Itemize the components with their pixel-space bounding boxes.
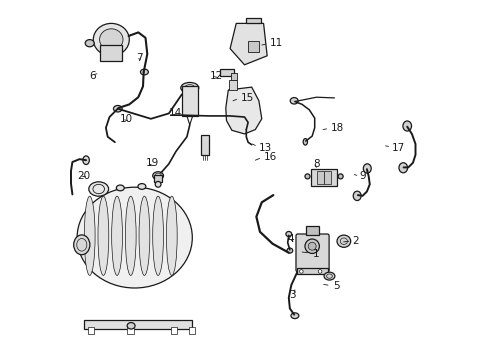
Text: 1: 1: [312, 249, 319, 259]
Ellipse shape: [111, 196, 122, 275]
Ellipse shape: [139, 196, 149, 275]
Ellipse shape: [286, 248, 292, 253]
Ellipse shape: [85, 40, 94, 47]
Ellipse shape: [152, 172, 163, 180]
Ellipse shape: [402, 121, 411, 131]
Ellipse shape: [289, 98, 298, 104]
Ellipse shape: [352, 191, 361, 201]
Bar: [127, 327, 134, 334]
Text: 8: 8: [312, 159, 319, 169]
Bar: [170, 327, 177, 334]
Ellipse shape: [181, 82, 199, 93]
Ellipse shape: [89, 182, 108, 196]
Ellipse shape: [336, 235, 350, 247]
Ellipse shape: [318, 270, 321, 273]
Text: 17: 17: [390, 143, 404, 153]
Bar: [247, 41, 258, 52]
Bar: [317, 171, 323, 184]
Text: 4: 4: [287, 234, 294, 244]
Text: 12: 12: [210, 71, 223, 81]
Ellipse shape: [77, 187, 192, 288]
Text: 19: 19: [146, 158, 159, 168]
Ellipse shape: [74, 235, 90, 255]
Ellipse shape: [290, 313, 298, 319]
Ellipse shape: [127, 323, 135, 329]
Bar: [188, 327, 195, 334]
Bar: [88, 327, 94, 334]
Ellipse shape: [398, 163, 407, 173]
Text: 9: 9: [359, 171, 366, 181]
Bar: [201, 135, 208, 155]
Ellipse shape: [138, 184, 145, 189]
Ellipse shape: [116, 185, 124, 191]
Text: 15: 15: [241, 93, 254, 103]
Ellipse shape: [140, 69, 148, 75]
Ellipse shape: [303, 139, 307, 145]
Ellipse shape: [125, 196, 136, 275]
Text: 16: 16: [264, 152, 277, 162]
Bar: [296, 268, 327, 274]
Text: 7: 7: [136, 53, 143, 63]
Text: 10: 10: [120, 114, 133, 124]
Polygon shape: [230, 23, 266, 65]
FancyBboxPatch shape: [295, 234, 328, 272]
Polygon shape: [225, 87, 261, 134]
Ellipse shape: [305, 239, 319, 253]
Bar: [310, 169, 336, 186]
Bar: [84, 320, 192, 329]
Ellipse shape: [305, 174, 309, 179]
Text: 2: 2: [352, 236, 358, 246]
Text: 20: 20: [77, 171, 90, 181]
Bar: [101, 45, 122, 61]
Text: 13: 13: [258, 143, 272, 153]
Ellipse shape: [155, 181, 161, 187]
Text: 6: 6: [89, 71, 96, 81]
Text: 3: 3: [289, 290, 296, 300]
Ellipse shape: [363, 164, 370, 173]
Bar: [246, 18, 260, 23]
Ellipse shape: [100, 29, 123, 50]
Bar: [229, 80, 237, 90]
Bar: [305, 226, 318, 235]
Ellipse shape: [337, 174, 343, 179]
Ellipse shape: [307, 242, 316, 250]
Bar: [230, 73, 237, 80]
Bar: [154, 175, 162, 182]
Ellipse shape: [84, 196, 95, 275]
Bar: [182, 86, 197, 116]
Ellipse shape: [98, 196, 108, 275]
Ellipse shape: [93, 23, 129, 56]
Ellipse shape: [113, 105, 122, 112]
Text: 14: 14: [168, 108, 182, 118]
Ellipse shape: [152, 196, 163, 275]
Ellipse shape: [285, 231, 291, 237]
Ellipse shape: [299, 270, 303, 273]
Text: 11: 11: [269, 38, 283, 48]
Ellipse shape: [324, 272, 334, 280]
Ellipse shape: [82, 156, 89, 165]
Bar: [324, 171, 330, 184]
Text: 18: 18: [330, 123, 344, 133]
Bar: [220, 69, 233, 76]
Ellipse shape: [166, 196, 177, 275]
Text: 5: 5: [332, 281, 339, 291]
